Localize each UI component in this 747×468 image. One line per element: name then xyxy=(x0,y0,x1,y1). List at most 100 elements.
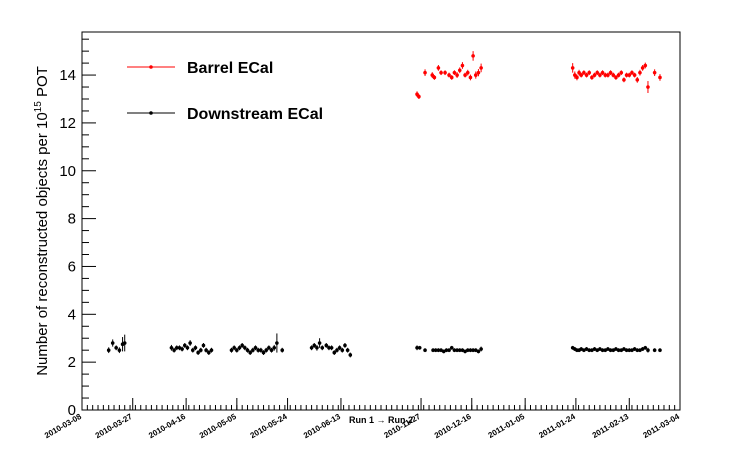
marker xyxy=(658,75,662,80)
marker xyxy=(630,70,634,75)
data-point xyxy=(417,345,422,350)
marker xyxy=(652,70,657,75)
legend: Barrel ECal Downstream ECal xyxy=(127,60,323,123)
data-point xyxy=(337,345,342,351)
marker xyxy=(582,70,586,75)
marker xyxy=(317,341,322,345)
data-point xyxy=(455,72,459,78)
marker xyxy=(640,66,645,70)
marker xyxy=(465,348,470,352)
marker xyxy=(248,350,252,355)
data-point xyxy=(317,338,322,348)
data-point xyxy=(627,348,632,353)
data-point xyxy=(630,70,634,76)
marker xyxy=(431,348,435,352)
data-point xyxy=(327,345,331,351)
data-point xyxy=(345,347,350,353)
marker xyxy=(436,66,441,70)
marker xyxy=(627,348,632,352)
x-tick-label: 2010-03-08 xyxy=(43,412,83,441)
data-point xyxy=(106,347,111,354)
data-point xyxy=(476,69,481,77)
marker xyxy=(638,70,642,75)
data-point xyxy=(646,81,650,94)
legend-marker xyxy=(149,65,153,69)
x-tick-label: 2010-05-24 xyxy=(249,412,289,441)
data-point xyxy=(616,72,621,78)
marker xyxy=(632,73,637,77)
plot-frame xyxy=(81,31,681,411)
marker xyxy=(479,66,483,70)
data-point xyxy=(476,349,481,354)
series-barrel-ecal xyxy=(415,51,662,99)
x-tick-label: 2010-03-27 xyxy=(94,412,134,441)
y-tick-label: 4 xyxy=(68,306,76,323)
x-tick-label: 2010-12-16 xyxy=(433,412,473,441)
marker xyxy=(417,345,422,350)
data-point xyxy=(587,70,592,76)
data-point xyxy=(575,74,579,81)
marker xyxy=(229,348,234,352)
data-point xyxy=(635,76,640,83)
marker xyxy=(417,94,421,99)
marker xyxy=(646,85,650,89)
data-point xyxy=(432,75,437,80)
marker xyxy=(190,348,195,352)
y-axis-label-text: Number of reconstructed objects per 10 xyxy=(34,112,51,375)
y-tick-label: 0 xyxy=(68,402,76,419)
data-point xyxy=(256,347,260,353)
marker xyxy=(169,345,174,350)
data-point xyxy=(582,70,586,76)
marker xyxy=(595,70,600,75)
data-point xyxy=(267,345,271,351)
marker xyxy=(198,348,203,352)
data-point xyxy=(315,344,319,351)
data-point xyxy=(652,69,657,77)
marker xyxy=(335,348,339,352)
data-point xyxy=(198,347,203,353)
data-point xyxy=(436,348,441,353)
marker xyxy=(579,73,584,77)
data-point xyxy=(343,343,347,348)
marker xyxy=(253,345,258,350)
data-point xyxy=(253,345,258,351)
y-tick-label: 10 xyxy=(59,163,76,180)
marker xyxy=(635,348,640,352)
marker xyxy=(275,341,279,345)
marker xyxy=(245,348,250,352)
x-tick-label: 2011-01-05 xyxy=(487,412,527,440)
marker xyxy=(611,73,616,77)
marker xyxy=(619,70,624,75)
marker xyxy=(188,341,192,345)
data-point xyxy=(643,345,648,350)
marker xyxy=(643,345,648,350)
x-tick-label: 2010-05-05 xyxy=(198,412,238,441)
data-point xyxy=(590,75,594,80)
data-point xyxy=(577,69,581,76)
y-tick-label: 8 xyxy=(68,211,76,228)
data-point xyxy=(182,343,187,348)
data-point xyxy=(627,72,632,78)
marker xyxy=(180,347,184,351)
marker xyxy=(430,73,435,77)
run-separator-label: Run 1 → Run 2 xyxy=(349,415,413,425)
data-point xyxy=(457,67,462,74)
data-point xyxy=(658,348,662,353)
marker xyxy=(444,348,449,352)
data-point xyxy=(452,70,457,76)
y-axis-label: Number of reconstructed objects per 1015… xyxy=(33,66,51,376)
x-tick-label: 2011-01-24 xyxy=(537,412,577,440)
data-point xyxy=(614,75,618,80)
data-point xyxy=(332,350,337,355)
marker xyxy=(332,350,337,355)
marker xyxy=(114,345,118,350)
marker xyxy=(584,73,589,77)
marker xyxy=(209,348,214,352)
marker xyxy=(237,345,242,350)
data-point xyxy=(579,72,584,78)
legend-label: Downstream ECal xyxy=(187,106,323,123)
marker xyxy=(624,348,629,352)
data-point xyxy=(473,71,478,79)
legend-marker xyxy=(149,111,153,115)
